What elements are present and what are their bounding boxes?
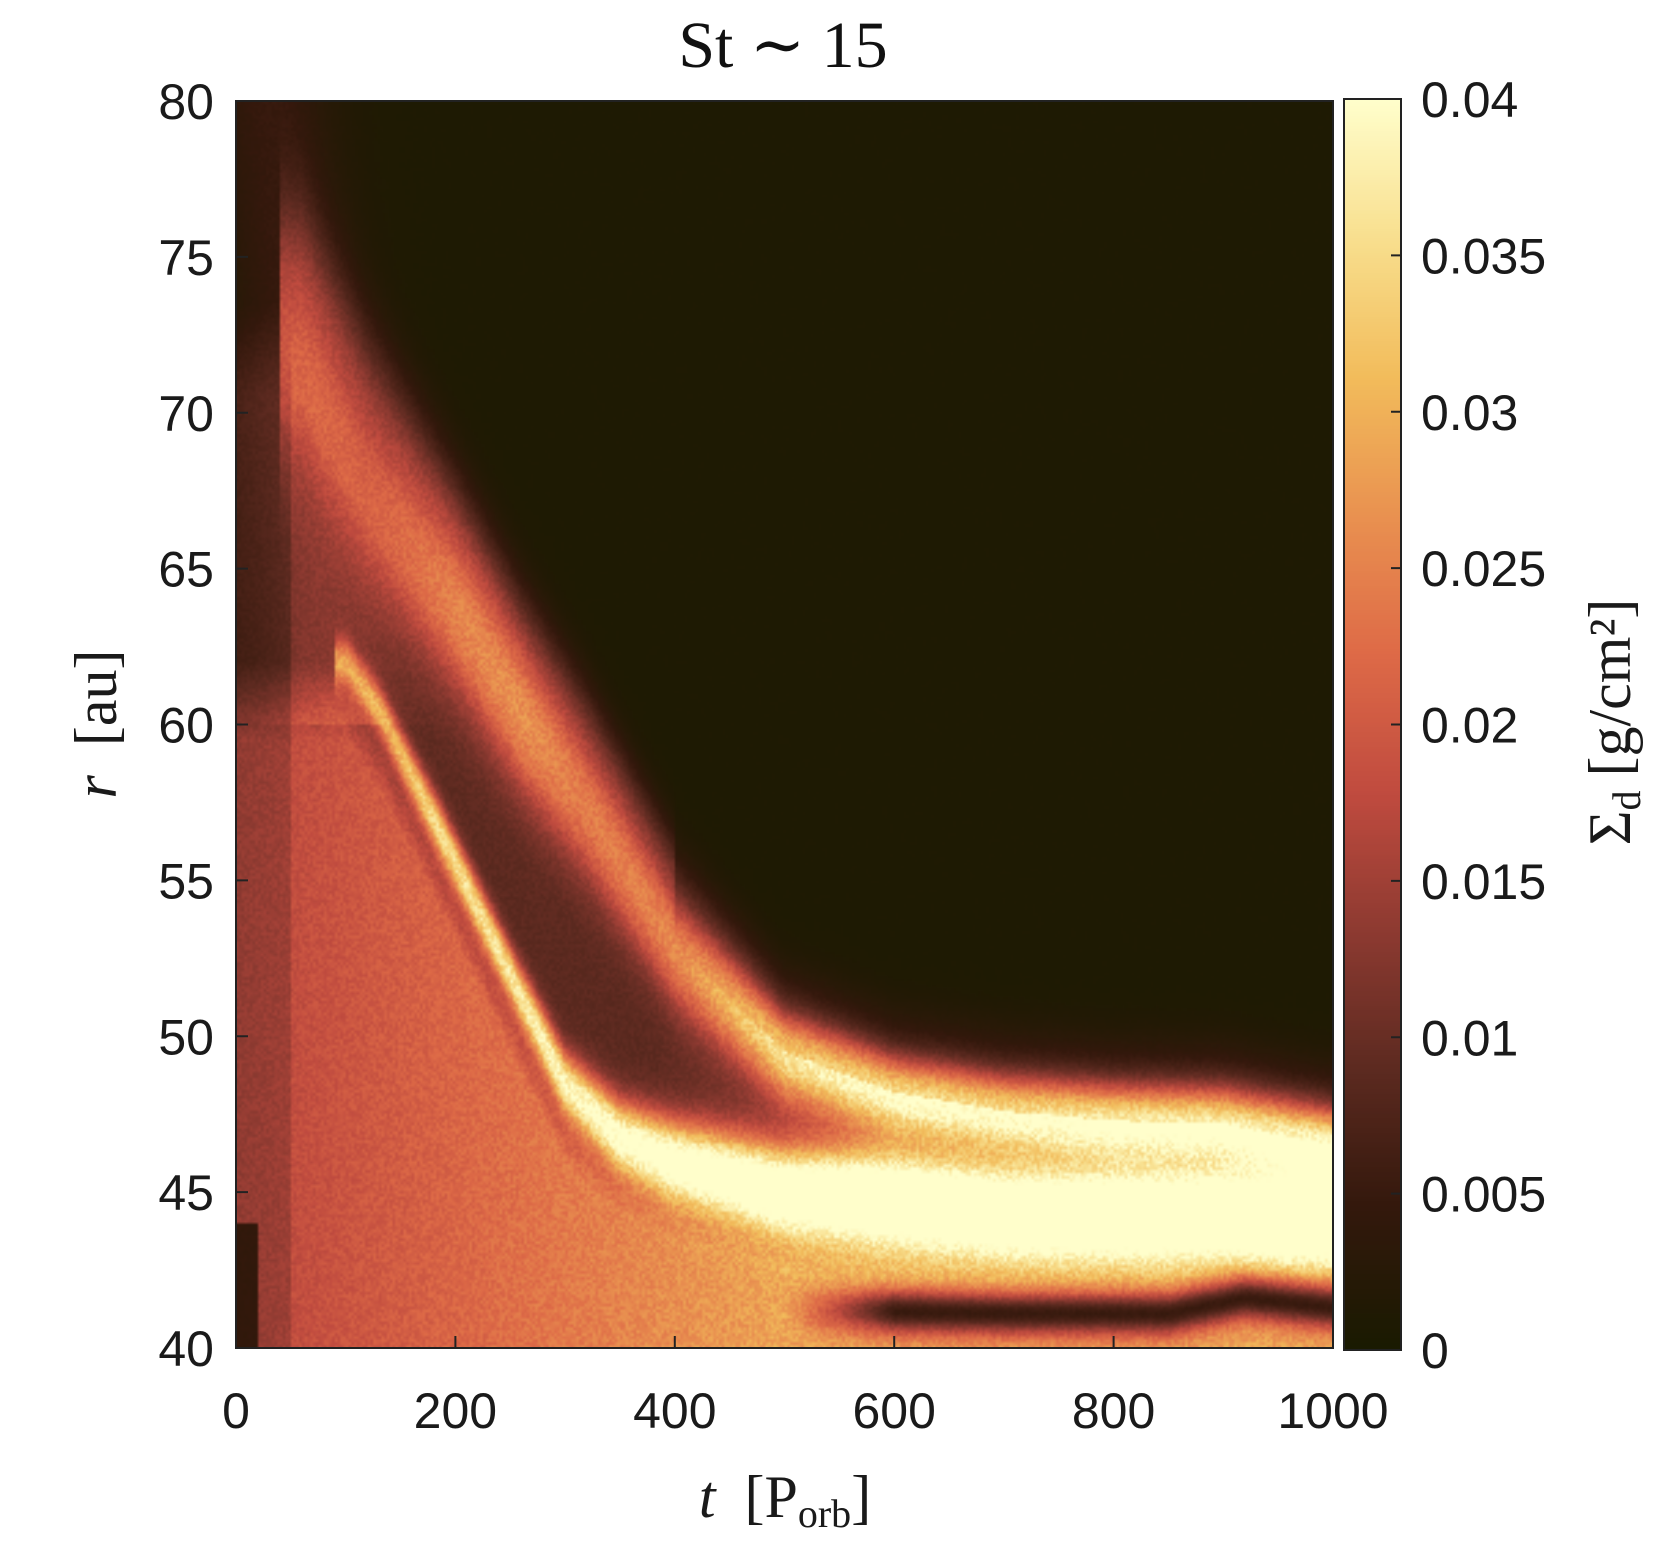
- heatmap-image: [236, 101, 1333, 1348]
- x-axis-unit: P: [764, 1464, 797, 1530]
- y-tick-label: 45: [158, 1165, 214, 1221]
- x-tick-label: 400: [633, 1383, 716, 1439]
- colorbar-tick-label: 0.03: [1421, 385, 1518, 441]
- colorbar-symbol-subscript: d: [1604, 791, 1649, 811]
- y-axis: 40 45 50 55 60 65 70 75 80: [158, 74, 248, 1377]
- y-axis-unit: au: [63, 670, 129, 727]
- x-axis-variable: t: [699, 1464, 717, 1530]
- y-tick-label: 75: [158, 230, 214, 286]
- x-axis: 0 200 400 600 800 1000: [222, 1336, 1389, 1439]
- x-tick-label: 0: [222, 1383, 250, 1439]
- y-tick-label: 50: [158, 1009, 214, 1065]
- colorbar-tick-label: 0.01: [1421, 1010, 1518, 1066]
- colorbar-tick-label: 0.035: [1421, 228, 1546, 284]
- chart-title: St ∼ 15: [678, 9, 887, 82]
- colorbar-tick-label: 0.04: [1421, 72, 1518, 128]
- x-tick-label: 600: [852, 1383, 935, 1439]
- heatmap-plot-area: [235, 100, 1334, 1349]
- x-tick-label: 200: [414, 1383, 497, 1439]
- y-axis-variable: r: [63, 774, 129, 798]
- colorbar-ticks: 0 0.005 0.01 0.015 0.02 0.025 0.03 0.035 0.04: [1391, 72, 1546, 1379]
- colorbar-tick-label: 0: [1421, 1323, 1449, 1379]
- colorbar-tick-label: 0.025: [1421, 541, 1546, 597]
- x-axis-label: t [Porb]: [699, 1464, 871, 1536]
- y-tick-label: 65: [158, 542, 214, 598]
- y-tick-label: 80: [158, 74, 214, 130]
- y-tick-label: 55: [158, 853, 214, 909]
- y-tick-label: 40: [158, 1321, 214, 1377]
- colorbar-tick-label: 0.015: [1421, 854, 1546, 910]
- y-tick-label: 60: [158, 698, 214, 754]
- colorbar-symbol: Σ: [1577, 811, 1643, 846]
- colorbar-label: Σd[g/cm²]: [1577, 599, 1649, 846]
- y-tick-label: 70: [158, 386, 214, 442]
- y-axis-label: r [au]: [63, 650, 129, 799]
- colorbar-tick-label: 0.02: [1421, 698, 1518, 754]
- x-tick-label: 800: [1072, 1383, 1155, 1439]
- x-tick-label: 1000: [1277, 1383, 1388, 1439]
- colorbar: 0 0.005 0.01 0.015 0.02 0.025 0.03 0.035 0.04: [1343, 72, 1546, 1379]
- colorbar-unit: g/cm²: [1577, 619, 1643, 757]
- x-axis-unit-subscript: orb: [798, 1491, 851, 1536]
- colorbar-tick-label: 0.005: [1421, 1167, 1546, 1223]
